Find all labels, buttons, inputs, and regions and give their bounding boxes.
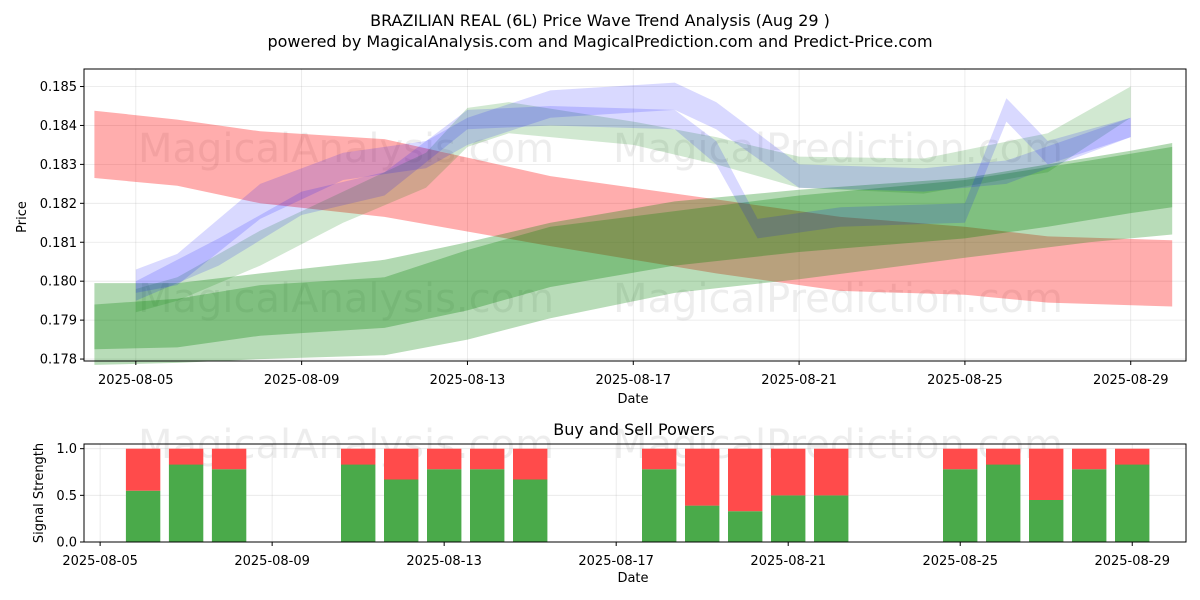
signal-x-tick-label: 2025-08-21	[750, 554, 826, 569]
sell-bar	[384, 448, 419, 480]
signal-bars	[125, 448, 1150, 542]
signal-ticks: 2025-08-05 2025-08-09 2025-08-13 2025-08-17…	[56, 442, 1170, 569]
price-grid	[84, 69, 1186, 361]
buy-bar	[986, 464, 1021, 542]
price-band-blue	[135, 82, 1131, 293]
price-y-tick-label: 0.182	[40, 197, 77, 212]
price-y-tick-label: 0.184	[40, 119, 77, 134]
price-x-tick-label: 2025-08-29	[1093, 373, 1169, 388]
buy-bar	[814, 495, 849, 542]
signal-x-tick-label: 2025-08-13	[406, 554, 482, 569]
signal-x-tick-label: 2025-08-17	[578, 554, 654, 569]
price-y-tick-label: 0.183	[40, 158, 77, 173]
buy-bar	[427, 469, 462, 542]
buy-bar	[211, 469, 247, 542]
buy-bar	[470, 469, 505, 542]
buy-bar	[125, 490, 161, 542]
watermark-prediction: MagicalPrediction.com	[613, 126, 1063, 172]
sell-bar	[211, 448, 247, 470]
price-watermarks: MagicalAnalysis.com MagicalPrediction.co…	[138, 126, 1063, 322]
price-y-tick-label: 0.179	[40, 314, 77, 329]
price-y-tick-label: 0.180	[40, 275, 77, 290]
sell-bar	[427, 448, 462, 470]
price-panel: MagicalAnalysis.com MagicalPrediction.co…	[15, 68, 1187, 407]
price-band-green	[135, 86, 1131, 313]
signal-x-axis-label: Date	[617, 571, 648, 586]
buy-bar	[771, 495, 806, 542]
price-x-tick-label: 2025-08-13	[430, 373, 506, 388]
sell-bar	[642, 448, 677, 470]
price-y-axis-label: Price	[15, 201, 30, 233]
sell-bar	[1029, 448, 1064, 500]
signal-x-tick-label: 2025-08-05	[62, 554, 138, 569]
signal-axes-frame	[83, 443, 1187, 543]
signal-panel: Buy and Sell Powers MagicalAnalysis.com …	[32, 420, 1187, 586]
sell-bar	[1115, 448, 1150, 465]
sell-bar	[470, 448, 505, 470]
chart-title: BRAZILIAN REAL (6L) Price Wave Trend Ana…	[370, 11, 830, 30]
price-x-tick-label: 2025-08-09	[264, 373, 340, 388]
price-x-tick-label: 2025-08-25	[927, 373, 1003, 388]
buy-bar	[341, 464, 376, 542]
buy-bar	[384, 479, 419, 542]
buy-bar	[728, 511, 763, 542]
buy-bar	[168, 464, 204, 542]
signal-x-tick-label: 2025-08-09	[234, 554, 310, 569]
price-band-green	[94, 146, 1173, 365]
signal-y-axis-label: Signal Strength	[32, 443, 47, 543]
price-bands	[94, 82, 1173, 365]
sell-bar	[685, 448, 720, 506]
price-x-tick-label: 2025-08-17	[595, 373, 671, 388]
sell-bar	[771, 448, 806, 496]
watermark-analysis: MagicalAnalysis.com	[138, 276, 554, 322]
buy-bar	[642, 469, 677, 542]
price-x-tick-label: 2025-08-21	[761, 373, 837, 388]
price-band-red	[94, 110, 1173, 307]
price-y-tick-label: 0.178	[40, 353, 77, 368]
price-band-blue	[135, 98, 1131, 301]
sell-bar	[728, 448, 763, 512]
chart-subtitle: powered by MagicalAnalysis.com and Magic…	[267, 32, 932, 51]
sell-bar	[168, 448, 204, 465]
price-ticks: 2025-08-05 2025-08-09 2025-08-13 2025-08-17…	[40, 80, 1169, 388]
buy-bar	[943, 469, 978, 542]
sell-bar	[1072, 448, 1107, 470]
sell-bar	[125, 448, 161, 491]
sell-bar	[986, 448, 1021, 465]
buy-bar	[513, 479, 548, 542]
sell-bar	[341, 448, 376, 465]
price-y-tick-label: 0.185	[40, 80, 77, 95]
buy-bar	[1115, 464, 1150, 542]
sell-bar	[814, 448, 849, 496]
buy-bar	[685, 505, 720, 542]
sell-bar	[943, 448, 978, 470]
price-x-tick-label: 2025-08-05	[98, 373, 174, 388]
signal-x-tick-label: 2025-08-29	[1094, 554, 1170, 569]
signal-y-tick-label: 1.0	[56, 442, 77, 457]
price-band-green	[94, 143, 1173, 350]
watermark-analysis: MagicalAnalysis.com	[138, 126, 554, 172]
buy-bar	[1072, 469, 1107, 542]
price-y-tick-label: 0.181	[40, 236, 77, 251]
sell-bar	[513, 448, 548, 480]
buy-bar	[1029, 500, 1064, 542]
watermark-prediction: MagicalPrediction.com	[613, 276, 1063, 322]
price-x-axis-label: Date	[617, 392, 648, 407]
signal-y-tick-label: 0.5	[56, 489, 77, 504]
price-axes-frame	[83, 68, 1187, 362]
signal-x-tick-label: 2025-08-25	[922, 554, 998, 569]
signal-y-tick-label: 0.0	[56, 536, 77, 551]
signal-panel-title: Buy and Sell Powers	[553, 420, 715, 439]
